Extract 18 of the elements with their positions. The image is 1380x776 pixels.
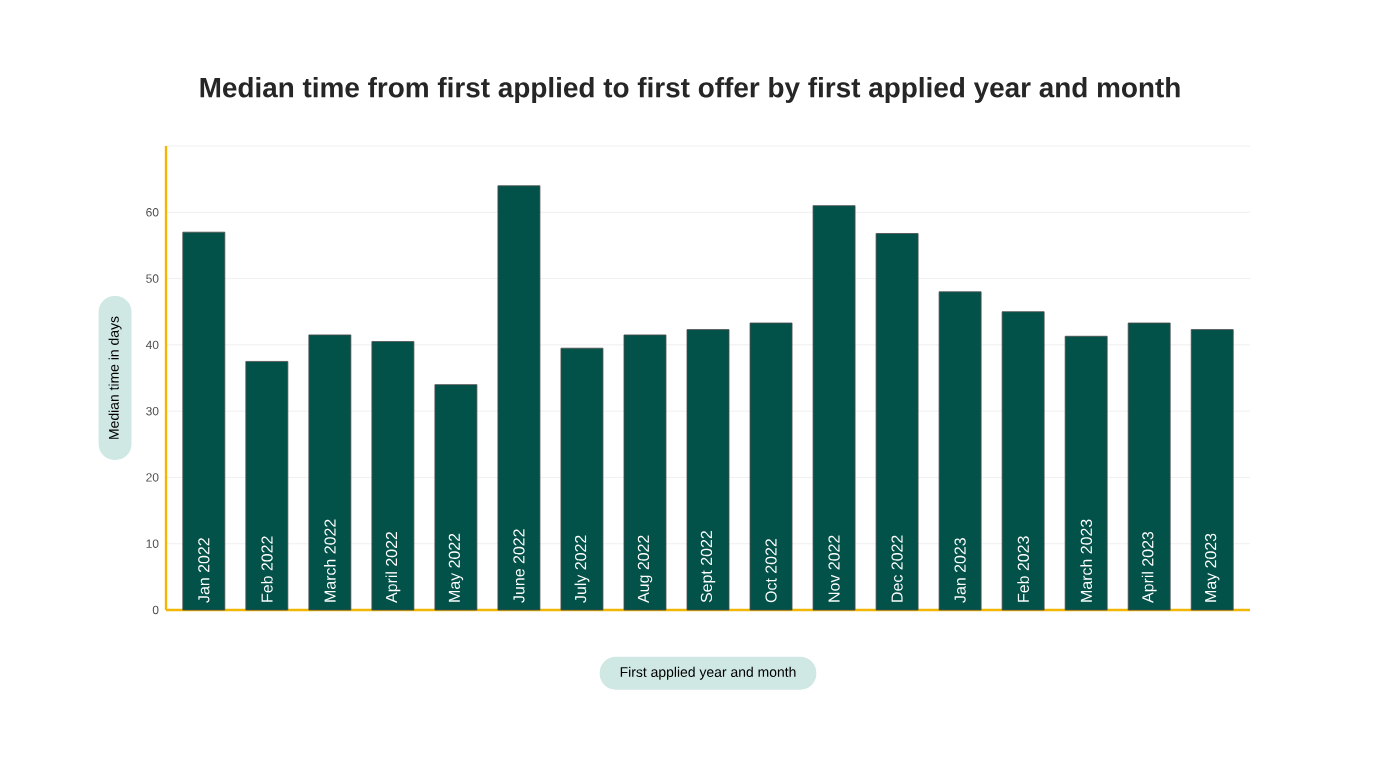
bar bbox=[434, 384, 478, 611]
bar bbox=[1064, 335, 1108, 611]
chart-title: Median time from first applied to first offer by first applied year and month bbox=[200, 76, 1180, 103]
bar bbox=[1190, 329, 1234, 611]
bar bbox=[308, 334, 352, 611]
bar bbox=[182, 231, 226, 611]
bar bbox=[875, 233, 919, 611]
bar bbox=[245, 361, 289, 611]
bar bbox=[560, 347, 604, 611]
bar bbox=[812, 205, 856, 611]
bar bbox=[938, 291, 982, 611]
bar bbox=[371, 341, 415, 611]
bar bbox=[1001, 311, 1045, 611]
bar bbox=[749, 322, 793, 611]
bar bbox=[497, 185, 541, 611]
bar bbox=[623, 334, 667, 611]
bar bbox=[686, 329, 730, 611]
bar bbox=[1127, 322, 1171, 611]
